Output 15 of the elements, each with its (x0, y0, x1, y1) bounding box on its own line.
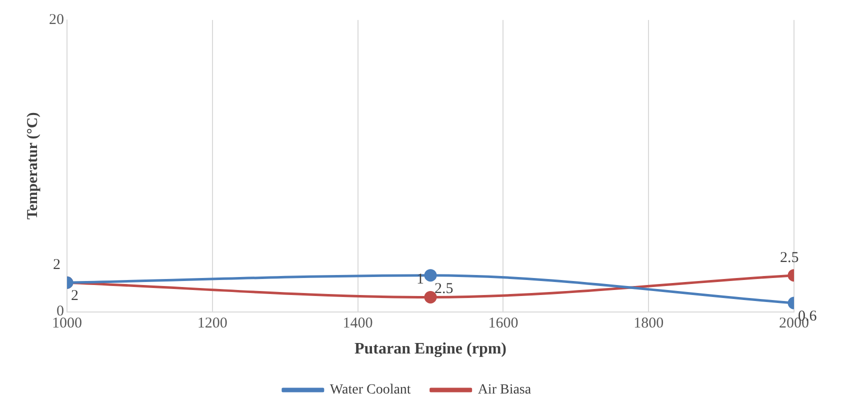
data-label: 1 (416, 272, 424, 288)
x-tick-label: 1000 (52, 316, 82, 332)
x-tick-label: 1600 (488, 316, 518, 332)
y-tick-label: 20 (49, 12, 64, 28)
x-axis-title: Putaran Engine (rpm) (354, 340, 506, 358)
legend-label: Water Coolant (330, 382, 411, 398)
legend-label: Air Biasa (478, 382, 532, 398)
data-label: 2 (53, 257, 60, 274)
y-axis-title: Temperatur (°C) (24, 112, 41, 220)
data-label: 2 (71, 288, 78, 304)
data-label: 2.5 (780, 250, 799, 266)
x-tick-label: 1400 (342, 316, 373, 332)
data-label: 2.5 (434, 280, 454, 297)
x-tick-label: 1800 (634, 316, 664, 332)
x-tick-label: 1200 (197, 316, 228, 332)
